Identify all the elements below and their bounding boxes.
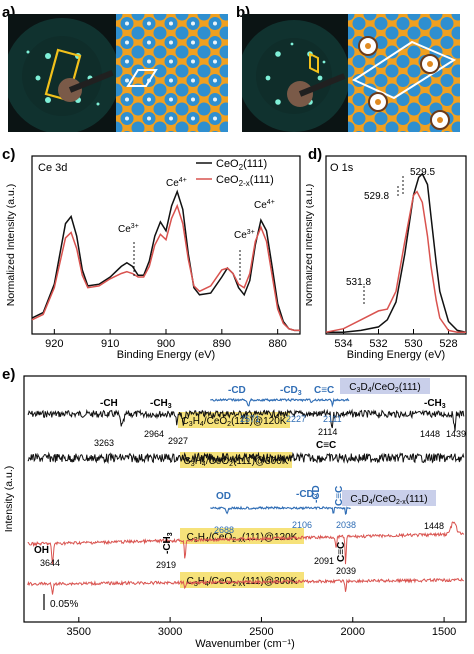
- ir-trace-4: [27, 577, 464, 595]
- legend-ceo2x: CeO2-x(111): [216, 174, 274, 188]
- x-axis-label: Binding Energy (eV): [347, 349, 445, 361]
- annot-ch3-2: -CH3: [162, 532, 174, 554]
- annotations: -CH -CH3 3263 2964 2927 -CD -CD3 C≡C 257…: [34, 385, 466, 576]
- lattice-model-a: [116, 14, 228, 132]
- x-tick-label: 3000: [158, 626, 182, 638]
- annot-od: OD: [216, 491, 231, 502]
- chart-title: O 1s: [330, 162, 354, 174]
- panel-label-c: c): [2, 146, 16, 163]
- inset-label-2: C3D4/CeO2-x(111): [350, 494, 427, 506]
- lattice-model-b: [348, 14, 460, 132]
- y-axis-label: Intensity (a.u.): [3, 466, 15, 533]
- annot-cc-2: C≡C: [336, 542, 347, 562]
- series-line-ceo2x: [31, 203, 300, 332]
- annot-ce4-2: Ce4+: [254, 199, 275, 211]
- inset-trace-2: [210, 505, 351, 515]
- inset-trace-1: [210, 397, 350, 408]
- annot-2571: 2571: [240, 414, 260, 424]
- annot-2964: 2964: [144, 429, 164, 439]
- annot-cd: -CD: [228, 385, 246, 396]
- annot-1448-top: 1448: [420, 429, 440, 439]
- x-tick-label: 2000: [341, 626, 365, 638]
- annot-2688: 2688: [214, 525, 234, 535]
- x-axis-label: Wavenumber (cm⁻¹): [195, 638, 295, 650]
- annot-3644: 3644: [40, 558, 60, 568]
- panel-label-e: e): [2, 366, 16, 383]
- annot-cd-2: -CD: [311, 485, 322, 503]
- ce3d-xps-chart: Ce 3d Normalized Intensity (a.u.) Bindin…: [5, 155, 301, 361]
- series-line-ceo2x: [325, 190, 466, 333]
- annot-ch3-right: -CH3: [424, 398, 446, 410]
- legend-ceo2: CeO2(111): [216, 158, 267, 172]
- annot-1448-bottom: 1448: [424, 521, 444, 531]
- annot-ce3-2: Ce3+: [234, 229, 255, 241]
- leed-pattern-a: [8, 14, 116, 132]
- annot-2114: 2114: [318, 427, 337, 437]
- annot-2927: 2927: [168, 436, 188, 446]
- y-axis-label: Normalized Intensity (a.u.): [5, 184, 17, 307]
- plot-frame: [23, 375, 467, 623]
- annot-2038: 2038: [336, 520, 356, 530]
- x-tick-label: 528: [439, 338, 457, 350]
- x-tick-label: 920: [45, 338, 63, 350]
- leed-pattern-b: [242, 14, 348, 132]
- annot-2039: 2039: [336, 566, 356, 576]
- ir-trace-2: [27, 451, 465, 464]
- x-tick-label: 890: [213, 338, 231, 350]
- annot-ce3-1: Ce3+: [118, 223, 139, 235]
- annot-3263: 3263: [94, 438, 114, 448]
- o1s-xps-chart: O 1s Normalized Intensity (a.u.) Binding…: [306, 155, 467, 361]
- x-tick-label: 2500: [249, 626, 273, 638]
- annot-2227: 2227: [286, 414, 306, 424]
- annot-cc-inset1: C≡C: [314, 385, 334, 396]
- annot-2091: 2091: [314, 556, 334, 566]
- annot-2111: 2111: [323, 414, 342, 424]
- legend: CeO2(111) CeO2-x(111): [196, 158, 274, 188]
- inset-label-bg: [342, 490, 436, 506]
- x-tick-label: 910: [101, 338, 119, 350]
- annot-cd3-2: -CD3: [296, 489, 318, 501]
- annot-2919: 2919: [156, 560, 176, 570]
- inset-label-1: C3D4/CeO2(111): [349, 382, 420, 394]
- annot-cc-1: C≡C: [316, 440, 336, 451]
- irras-chart: Intensity (a.u.) Wavenumber (cm⁻¹) 3500 3…: [3, 375, 467, 650]
- annot-cd3: -CD3: [280, 385, 302, 397]
- annot-2106: 2106: [292, 520, 312, 530]
- annot-ch: -CH: [100, 398, 118, 409]
- plot-frame: [325, 155, 467, 335]
- annot-529-5: 529.5: [410, 167, 435, 178]
- series-line-ceo2: [31, 189, 300, 332]
- x-axis-label: Binding Energy (eV): [117, 349, 215, 361]
- chart-title: Ce 3d: [38, 162, 67, 174]
- x-tick-label: 530: [404, 338, 422, 350]
- annot-529-8: 529.8: [364, 191, 389, 202]
- annot-531-8: 531.8: [346, 277, 371, 288]
- series-label-bg: [180, 572, 304, 588]
- x-tick-label: 880: [268, 338, 286, 350]
- ir-trace-3: [27, 521, 465, 565]
- series-line-ceo2: [326, 172, 467, 333]
- series-label-bg: [178, 412, 290, 428]
- annot-1439: 1439: [446, 429, 466, 439]
- annot-ce4-1: Ce4+: [166, 177, 187, 189]
- ir-trace-1: [27, 408, 465, 432]
- panel-label-d: d): [308, 146, 323, 163]
- scale-bar-label: 0.05%: [50, 599, 78, 610]
- y-axis-label: Normalized Intensity (a.u.): [306, 184, 315, 307]
- series-label-1: C3H4/CeO2(111)@120K: [182, 416, 287, 428]
- x-tick-label: 532: [369, 338, 387, 350]
- x-tick-label: 900: [157, 338, 175, 350]
- annot-ch3: -CH3: [150, 398, 172, 410]
- x-tick-label: 3500: [67, 626, 91, 638]
- x-tick-label: 534: [334, 338, 352, 350]
- annot-cc-inset2: C≡C: [334, 486, 345, 506]
- x-tick-label: 1500: [432, 626, 456, 638]
- inset-label-bg: [340, 378, 430, 394]
- annot-oh: OH: [34, 545, 49, 556]
